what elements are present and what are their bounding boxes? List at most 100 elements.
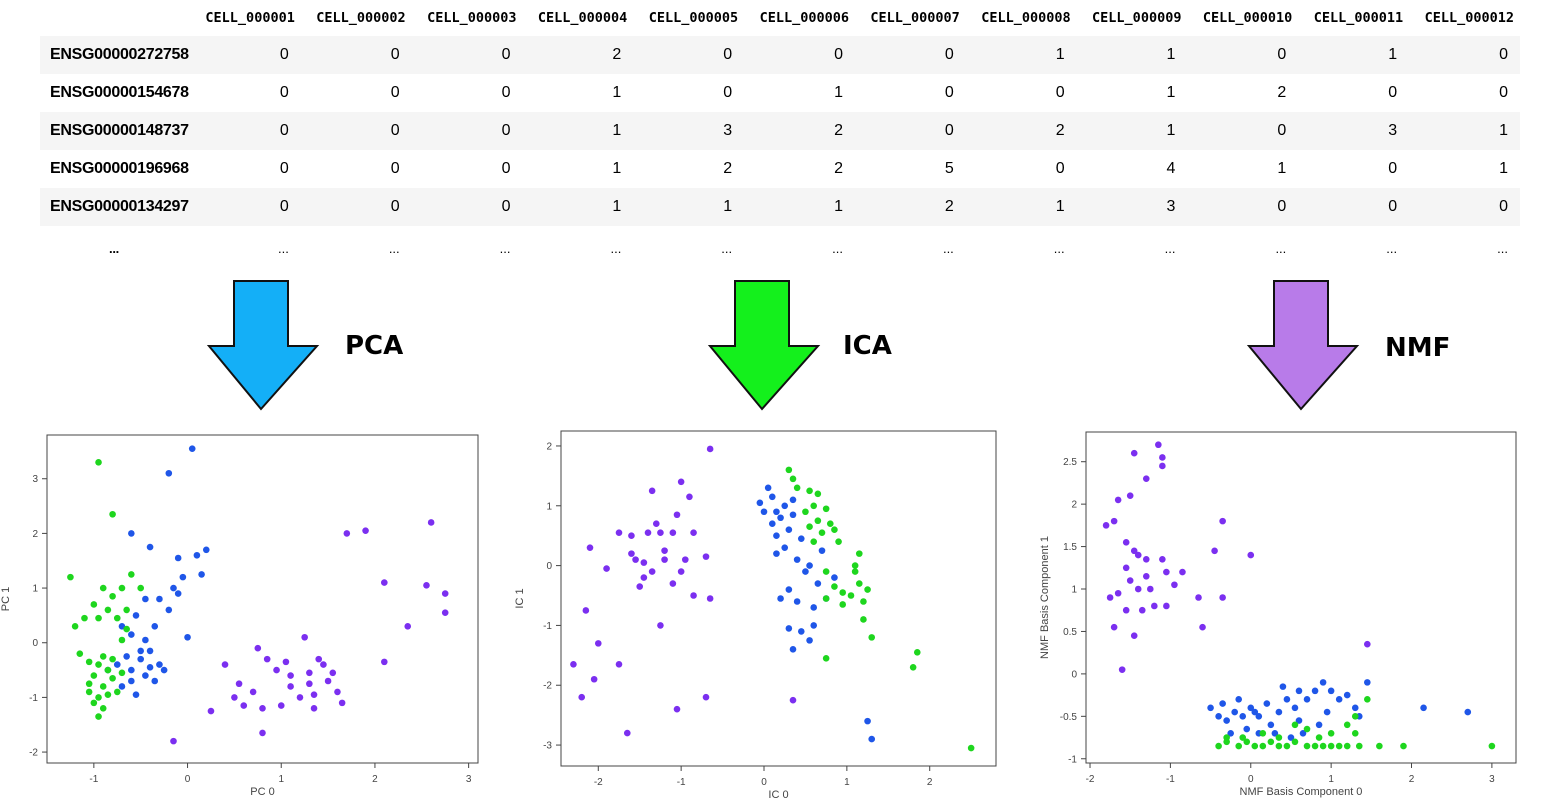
- x-tick-label: -2: [1086, 774, 1095, 785]
- count-cell: 0: [1187, 188, 1299, 226]
- ica-label: ICA: [843, 331, 892, 361]
- table-row: ENSG00000134297 0 0 0 1 1 1 2 1 3 0 0 0: [40, 188, 1520, 226]
- scatter-point: [594, 640, 602, 647]
- scatter-point: [789, 475, 797, 483]
- scatter-point: [868, 634, 876, 641]
- scatter-point: [1171, 581, 1178, 589]
- scatter-point: [1351, 729, 1359, 737]
- ellipsis-cell: ...: [1497, 240, 1508, 256]
- scatter-point: [381, 579, 388, 586]
- scatter-series: [785, 466, 975, 752]
- scatter-point: [85, 680, 93, 688]
- scatter-point: [773, 508, 780, 516]
- count-cell: 0: [1388, 160, 1398, 177]
- scatter-point: [1283, 696, 1291, 703]
- scatter-point: [1271, 729, 1279, 737]
- scatter-point: [669, 529, 677, 536]
- scatter-point: [301, 633, 308, 641]
- ellipsis-cell: ...: [388, 240, 400, 256]
- count-cell: 2: [522, 36, 634, 74]
- count-cell: 0: [633, 36, 745, 74]
- scatter-point: [67, 573, 74, 581]
- scatter-point: [315, 655, 323, 663]
- x-tick-label: 2: [927, 777, 933, 788]
- scatter-point: [249, 688, 257, 696]
- count-cell: 0: [1055, 84, 1065, 101]
- x-axis-label: PC 0: [250, 786, 274, 798]
- scatter-point: [160, 666, 168, 674]
- scatter-point: [706, 595, 714, 602]
- count-cell: 1: [612, 160, 622, 177]
- scatter-point: [810, 604, 818, 611]
- table-header-corner: [40, 0, 190, 36]
- scatter-point: [1343, 742, 1351, 750]
- scatter-point: [184, 633, 191, 641]
- scatter-point: [1303, 742, 1311, 750]
- scatter-point: [640, 559, 648, 566]
- y-tick-label: 3: [32, 474, 38, 485]
- scatter-point: [174, 554, 182, 562]
- scatter-point: [1239, 713, 1247, 720]
- scatter-point: [1247, 704, 1255, 712]
- scatter-point: [123, 625, 130, 633]
- scatter-point: [1231, 708, 1238, 716]
- scatter-point: [90, 699, 98, 707]
- scatter-point: [1106, 594, 1114, 601]
- gene-id: ENSG00000272758: [40, 36, 190, 74]
- scatter-point: [1114, 589, 1122, 597]
- scatter-point: [282, 658, 290, 666]
- count-cell: 0: [854, 112, 966, 150]
- scatter-point: [1159, 556, 1166, 563]
- scatter-point: [1122, 539, 1130, 546]
- scatter-point: [1299, 729, 1307, 737]
- scatter-point: [785, 466, 793, 474]
- scatter-point: [151, 623, 159, 630]
- scatter-point: [109, 510, 116, 518]
- scatter-point: [681, 556, 689, 563]
- scatter-point: [1142, 556, 1150, 563]
- count-cell: 1: [633, 188, 745, 226]
- nmf-arrow-shape: [1246, 280, 1360, 411]
- count-cell: 0: [190, 112, 301, 150]
- column-header: CELL_000012: [1424, 10, 1514, 26]
- scatter-point: [1291, 704, 1299, 712]
- scatter-point: [756, 499, 764, 507]
- scatter-point: [590, 675, 598, 683]
- x-tick-label: -1: [1166, 774, 1175, 785]
- scatter-point: [1159, 462, 1166, 470]
- count-cell: 0: [300, 36, 412, 74]
- scatter-point: [785, 625, 793, 632]
- x-tick-label: -2: [594, 777, 603, 788]
- arrow-down-icon: [707, 280, 821, 411]
- scatter-point: [673, 705, 681, 713]
- gene-id: ENSG00000148737: [40, 112, 190, 150]
- scatter-point: [570, 661, 577, 668]
- ellipsis-cell: ...: [1164, 240, 1176, 256]
- scatter-point: [628, 550, 635, 557]
- scatter-point: [132, 612, 140, 619]
- scatter-point: [1364, 640, 1371, 648]
- scatter-point: [104, 691, 112, 698]
- expression-table-wrapper: CELL_000001 CELL_000002 CELL_000003 CELL…: [40, 0, 1520, 270]
- scatter-point: [170, 737, 177, 745]
- scatter-point: [773, 532, 780, 539]
- scatter-point: [640, 574, 648, 581]
- count-cell: 1: [1409, 112, 1520, 150]
- scatter-point: [913, 649, 921, 656]
- scatter-point: [277, 702, 285, 709]
- scatter-point: [362, 527, 369, 534]
- scatter-point: [1195, 594, 1202, 601]
- scatter-point: [839, 601, 847, 608]
- scatter-point: [113, 661, 121, 668]
- scatter-point: [95, 694, 102, 701]
- scatter-point: [814, 490, 822, 498]
- scatter-point: [1319, 742, 1327, 750]
- scatter-point: [170, 584, 177, 592]
- scatter-point: [343, 530, 351, 537]
- count-cell: 0: [1499, 84, 1508, 101]
- y-tick-label: -2: [543, 681, 552, 692]
- scatter-point: [1130, 449, 1138, 457]
- scatter-point: [831, 526, 838, 534]
- scatter-point: [586, 544, 594, 551]
- y-tick-label: 0: [546, 561, 552, 572]
